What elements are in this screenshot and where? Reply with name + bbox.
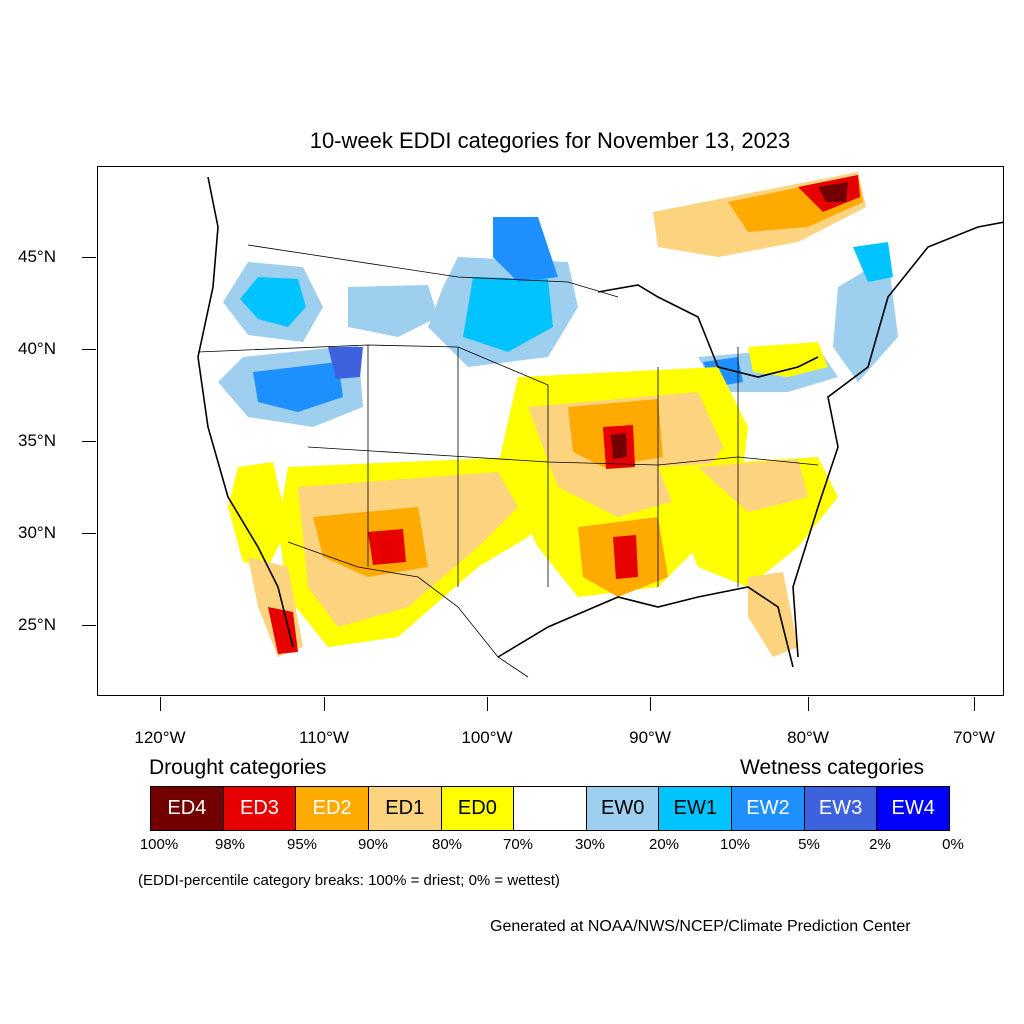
lat-tick-35 xyxy=(82,441,96,442)
break-label-0: 0% xyxy=(942,836,964,853)
dry-area-southwest-ed3 xyxy=(368,529,406,565)
break-label-30: 30% xyxy=(574,836,606,853)
east-coast xyxy=(792,221,1003,658)
legend-box-ed3: ED3 xyxy=(223,787,297,830)
lon-label-70: 70°W xyxy=(953,728,995,747)
wet-area-great-basin-core xyxy=(253,362,343,412)
lon-tick-90 xyxy=(650,697,651,711)
wet-area-northeast xyxy=(833,257,898,382)
lon-label-120: 120°W xyxy=(134,728,186,747)
break-label-90: 90% xyxy=(357,836,389,853)
break-label-98: 98% xyxy=(214,836,246,853)
wet-area-maine xyxy=(853,242,893,282)
legend-box-ew0: EW0 xyxy=(586,787,660,830)
lon-label-100: 100°W xyxy=(461,728,513,747)
break-label-95: 95% xyxy=(286,836,318,853)
credit-line: Generated at NOAA/NWS/NCEP/Climate Predi… xyxy=(490,918,911,935)
wetness-heading: Wetness categories xyxy=(740,756,925,779)
dry-area-louisiana-ed3 xyxy=(613,535,638,579)
break-label-5: 5% xyxy=(798,836,820,853)
legend-bar: ED4 ED3 ED2 ED1 ED0 EW0 EW1 EW2 EW3 EW4 xyxy=(150,786,950,831)
dry-area-florida xyxy=(748,572,798,657)
lon-tick-120 xyxy=(160,697,161,711)
legend-box-ew2: EW2 xyxy=(732,787,805,830)
lat-label-40: 40°N xyxy=(18,339,56,358)
lon-tick-110 xyxy=(324,697,325,711)
drought-heading: Drought categories xyxy=(149,756,327,779)
legend-box-ed2: ED2 xyxy=(296,787,369,830)
dry-area-carolinas-ed1 xyxy=(698,459,808,512)
lon-label-110: 110°W xyxy=(299,728,349,747)
lon-tick-100 xyxy=(487,697,488,711)
lon-label-90: 90°W xyxy=(629,728,671,747)
map-title: 10-week EDDI categories for November 13,… xyxy=(309,128,791,153)
dry-area-east-ed0 xyxy=(748,342,828,377)
wet-area-northern-plains-core xyxy=(463,277,553,352)
dry-area-baja-ed3 xyxy=(268,607,298,654)
lat-tick-40 xyxy=(82,349,96,350)
dry-area-canada-ed4 xyxy=(818,182,848,202)
lon-tick-70 xyxy=(974,697,975,711)
west-coast xyxy=(197,176,294,648)
lat-label-35: 35°N xyxy=(18,431,56,450)
legend-box-ew1: EW1 xyxy=(659,787,733,830)
map-frame xyxy=(97,166,1004,696)
boundary-canada xyxy=(247,244,619,298)
eddi-map xyxy=(197,172,1003,678)
lon-label-80: 80°W xyxy=(787,728,829,747)
break-label-10: 10% xyxy=(719,836,751,853)
boundary-line-2 xyxy=(307,446,819,466)
dry-area-missouri-ed4 xyxy=(611,433,627,459)
wet-area-lake-superior xyxy=(493,217,558,282)
gulf-coast xyxy=(497,586,794,668)
lat-label-25: 25°N xyxy=(18,615,56,634)
lon-tick-80 xyxy=(808,697,809,711)
boundary-line-1 xyxy=(197,344,549,386)
legend-box-ed4: ED4 xyxy=(151,787,224,830)
great-lakes xyxy=(597,284,819,378)
legend-box-ew3: EW3 xyxy=(804,787,878,830)
legend-box-ed1: ED1 xyxy=(368,787,442,830)
state-boundaries xyxy=(197,244,819,678)
lat-tick-30 xyxy=(82,533,96,534)
lat-label-30: 30°N xyxy=(18,523,56,542)
wet-area-northwest-core xyxy=(240,277,306,327)
dry-area-california xyxy=(228,462,288,567)
legend-box-normal xyxy=(514,787,587,830)
break-label-100: 100% xyxy=(139,836,179,853)
wet-area-montana xyxy=(348,285,438,337)
lat-label-45: 45°N xyxy=(18,247,56,266)
break-label-2: 2% xyxy=(869,836,891,853)
wet-area-utah xyxy=(328,347,363,379)
legend-box-ed0: ED0 xyxy=(441,787,515,830)
drought-areas xyxy=(228,172,866,657)
category-note: (EDDI-percentile category breaks: 100% =… xyxy=(138,872,560,889)
boundary-mexico xyxy=(287,541,529,678)
legend-box-ew4: EW4 xyxy=(877,787,950,830)
break-label-20: 20% xyxy=(648,836,680,853)
lat-tick-25 xyxy=(82,625,96,626)
lat-tick-45 xyxy=(82,257,96,258)
break-label-70: 70% xyxy=(502,836,534,853)
coastlines xyxy=(197,176,1003,668)
break-label-80: 80% xyxy=(431,836,463,853)
